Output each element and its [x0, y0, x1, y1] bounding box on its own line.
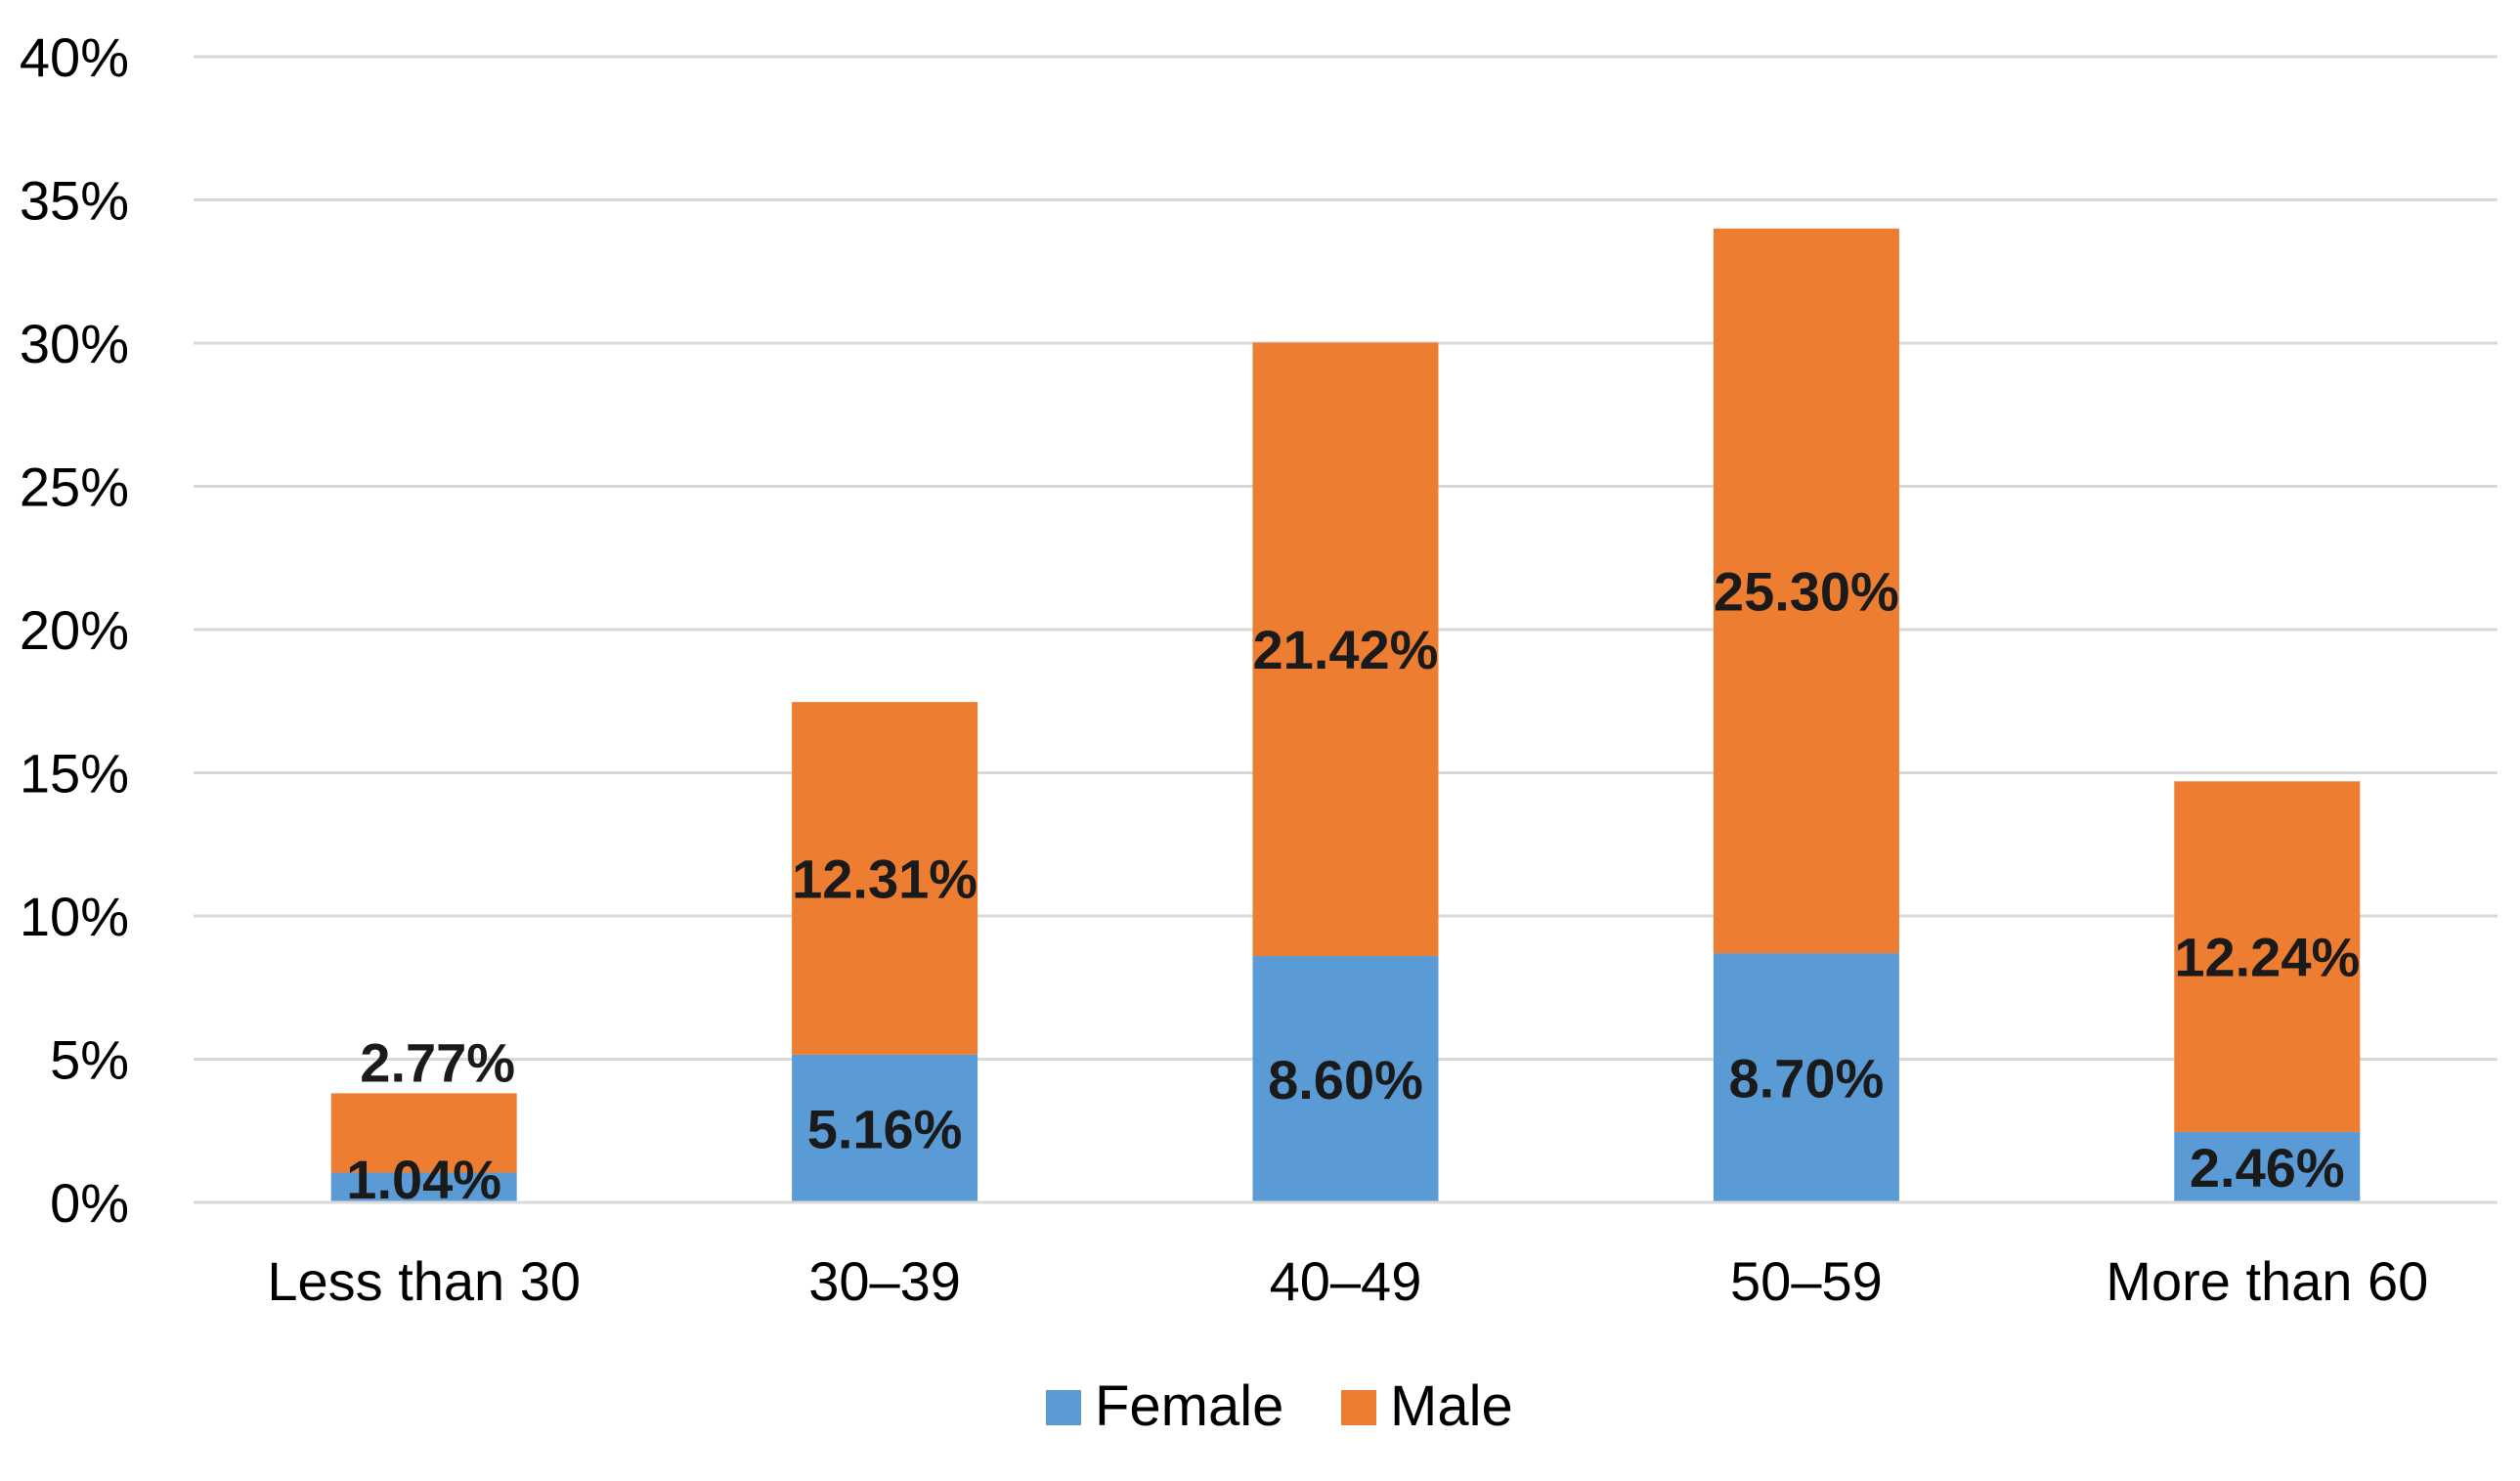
data-label-male-1: 2.77%: [360, 1031, 515, 1093]
data-label-male-4: 25.30%: [1714, 560, 1899, 622]
data-label-female-5: 2.46%: [2190, 1137, 2345, 1198]
bar-female-5: [2174, 1131, 2361, 1202]
data-label-female-1: 1.04%: [346, 1149, 501, 1210]
data-label-female-3: 8.60%: [1268, 1049, 1423, 1111]
y-tick-label: 25%: [20, 457, 129, 518]
bars: [330, 228, 2361, 1202]
legend-label-female: Female: [1095, 1374, 1283, 1438]
legend-swatch-male: [1341, 1390, 1376, 1425]
legend-label-male: Male: [1390, 1374, 1513, 1438]
y-tick-label: 0%: [50, 1172, 129, 1234]
y-tick-label: 5%: [50, 1029, 129, 1091]
x-tick-label: 50–59: [1730, 1250, 1883, 1312]
y-tick-label: 30%: [20, 313, 129, 374]
data-label-female-4: 8.70%: [1729, 1048, 1885, 1110]
y-axis: 0% 5% 10% 15% 20% 25% 30% 35% 40%: [20, 26, 129, 1234]
bar-male-5: [2174, 781, 2361, 1132]
y-tick-label: 20%: [20, 599, 129, 661]
data-label-male-5: 12.24%: [2174, 927, 2360, 988]
legend: Female Male: [1046, 1374, 1513, 1438]
bar-male-4: [1713, 228, 1899, 954]
data-label-male-2: 12.31%: [792, 848, 978, 909]
x-tick-label: More than 60: [2106, 1250, 2428, 1312]
bar-female-3: [1252, 956, 1439, 1202]
bar-female-1: [330, 1172, 517, 1202]
bar-male-2: [792, 702, 978, 1055]
bar-male-1: [330, 1093, 517, 1173]
x-axis: Less than 30 30–39 40–49 50–59 More than 60: [194, 1200, 2498, 1312]
y-tick-label: 40%: [20, 26, 129, 88]
y-tick-label: 35%: [20, 170, 129, 232]
x-tick-label: 30–39: [808, 1250, 961, 1312]
data-label-male-3: 21.42%: [1253, 619, 1439, 680]
data-label-female-2: 5.16%: [807, 1098, 963, 1159]
x-tick-label: Less than 30: [267, 1250, 581, 1312]
data-labels: 1.04% 2.77% 5.16% 12.31% 8.60% 21.42% 8.70% 25.…: [346, 560, 2360, 1210]
y-tick-label: 15%: [20, 743, 129, 805]
y-tick-label: 10%: [20, 886, 129, 947]
x-tick-label: 40–49: [1270, 1250, 1422, 1312]
legend-swatch-female: [1046, 1390, 1081, 1425]
bar-female-4: [1713, 953, 1899, 1202]
bar-female-2: [792, 1054, 978, 1202]
bar-male-3: [1252, 342, 1439, 957]
